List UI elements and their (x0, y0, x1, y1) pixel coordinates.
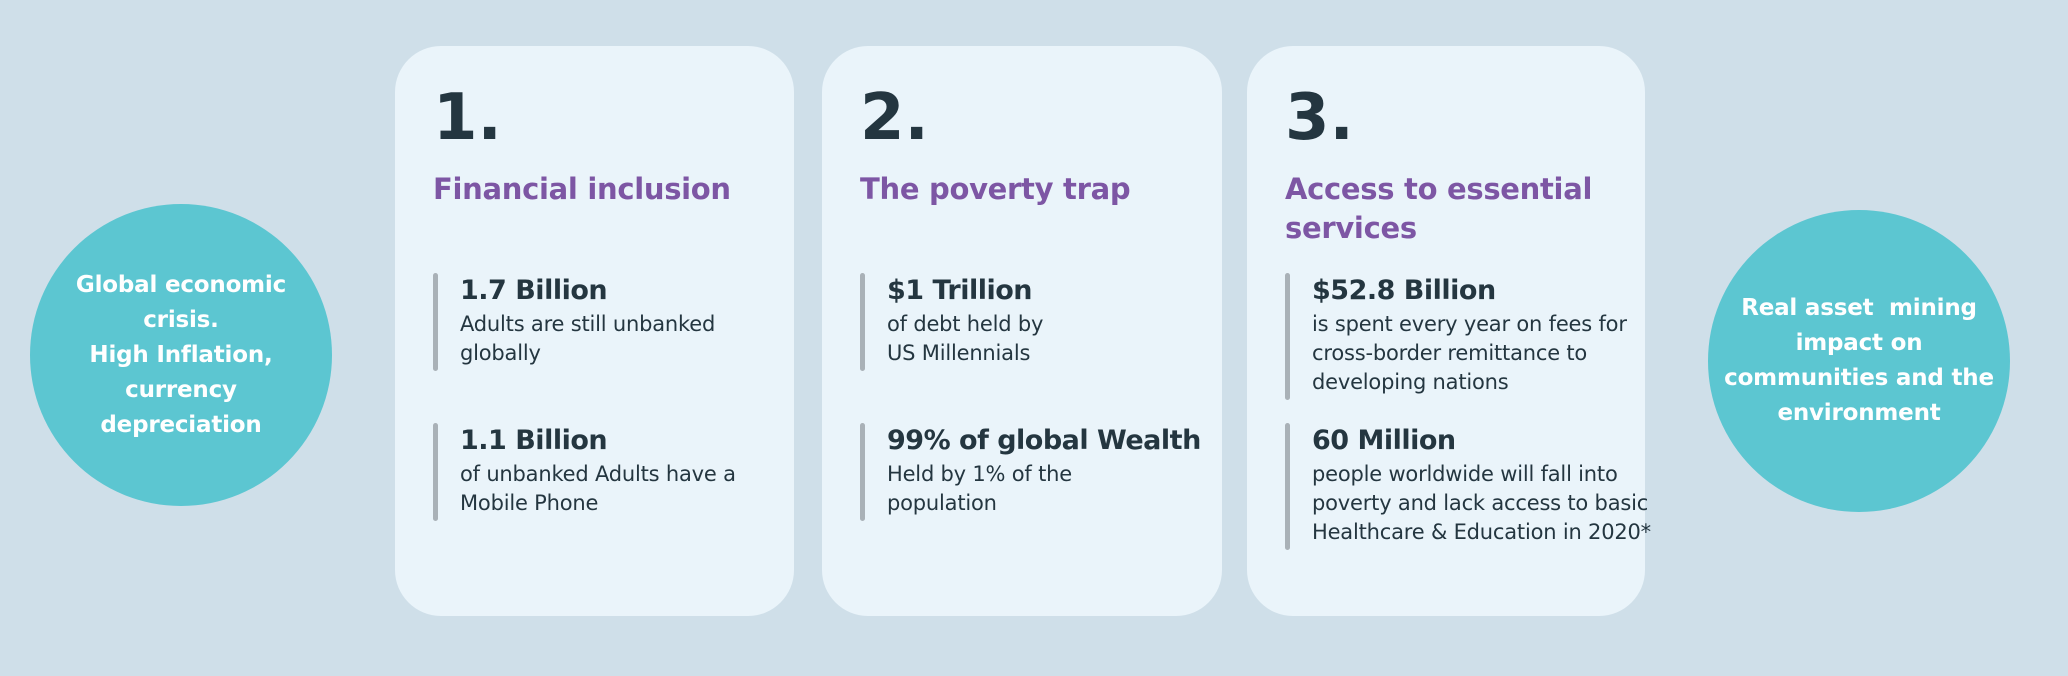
stat-accent-bar (433, 423, 438, 521)
stat-description: of unbanked Adults have a Mobile Phone (460, 462, 736, 515)
stat-description: Held by 1% of the population (887, 462, 1072, 515)
stat-description: is spent every year on fees for cross-bo… (1312, 312, 1627, 394)
stat-description: of debt held by US Millennials (887, 312, 1044, 365)
stat-value: 1.7 Billion (460, 275, 608, 306)
stat-value: $52.8 Billion (1312, 275, 1496, 306)
left-circle-badge: Global economic crisis. High Inflation, … (30, 204, 332, 506)
card-1-title: Financial inclusion (433, 172, 731, 206)
stat-accent-bar (1285, 423, 1290, 550)
problem-card-2: 2. The poverty trap $1 Trillion of debt … (822, 46, 1222, 616)
stat-accent-bar (433, 273, 438, 371)
stat-accent-bar (860, 273, 865, 371)
stat-value: $1 Trillion (887, 275, 1033, 306)
stat-value: 1.1 Billion (460, 425, 608, 456)
problem-card-3: 3. Access to essential services $52.8 Bi… (1247, 46, 1651, 616)
card-1-number: 1. (433, 81, 502, 155)
stat-accent-bar (1285, 273, 1290, 400)
stat-value: 60 Million (1312, 425, 1456, 456)
problem-card-1: 1. Financial inclusion 1.7 Billion Adult… (395, 46, 794, 616)
stat-accent-bar (860, 423, 865, 521)
stat-description: Adults are still unbanked globally (460, 312, 716, 365)
card-3-title: Access to essential services (1285, 172, 1593, 245)
stat-item: 60 Million people worldwide will fall in… (1285, 423, 1651, 550)
right-circle-badge: Real asset mining impact on communities … (1708, 210, 2010, 512)
stat-item: 1.1 Billion of unbanked Adults have a Mo… (433, 423, 774, 521)
card-2-title: The poverty trap (860, 172, 1131, 206)
card-3-number: 3. (1285, 81, 1354, 155)
left-circle-badge-text: Global economic crisis. High Inflation, … (75, 271, 287, 438)
stat-item: $52.8 Billion is spent every year on fee… (1285, 273, 1627, 400)
stat-item: 1.7 Billion Adults are still unbanked gl… (433, 273, 774, 371)
right-circle-badge-text: Real asset mining impact on communities … (1724, 295, 1994, 426)
stat-value: 99% of global Wealth (887, 425, 1201, 456)
card-2-number: 2. (860, 81, 929, 155)
stat-item: $1 Trillion of debt held by US Millennia… (860, 273, 1202, 371)
stat-item: 99% of global Wealth Held by 1% of the p… (860, 423, 1202, 521)
stat-description: people worldwide will fall into poverty … (1312, 462, 1651, 544)
